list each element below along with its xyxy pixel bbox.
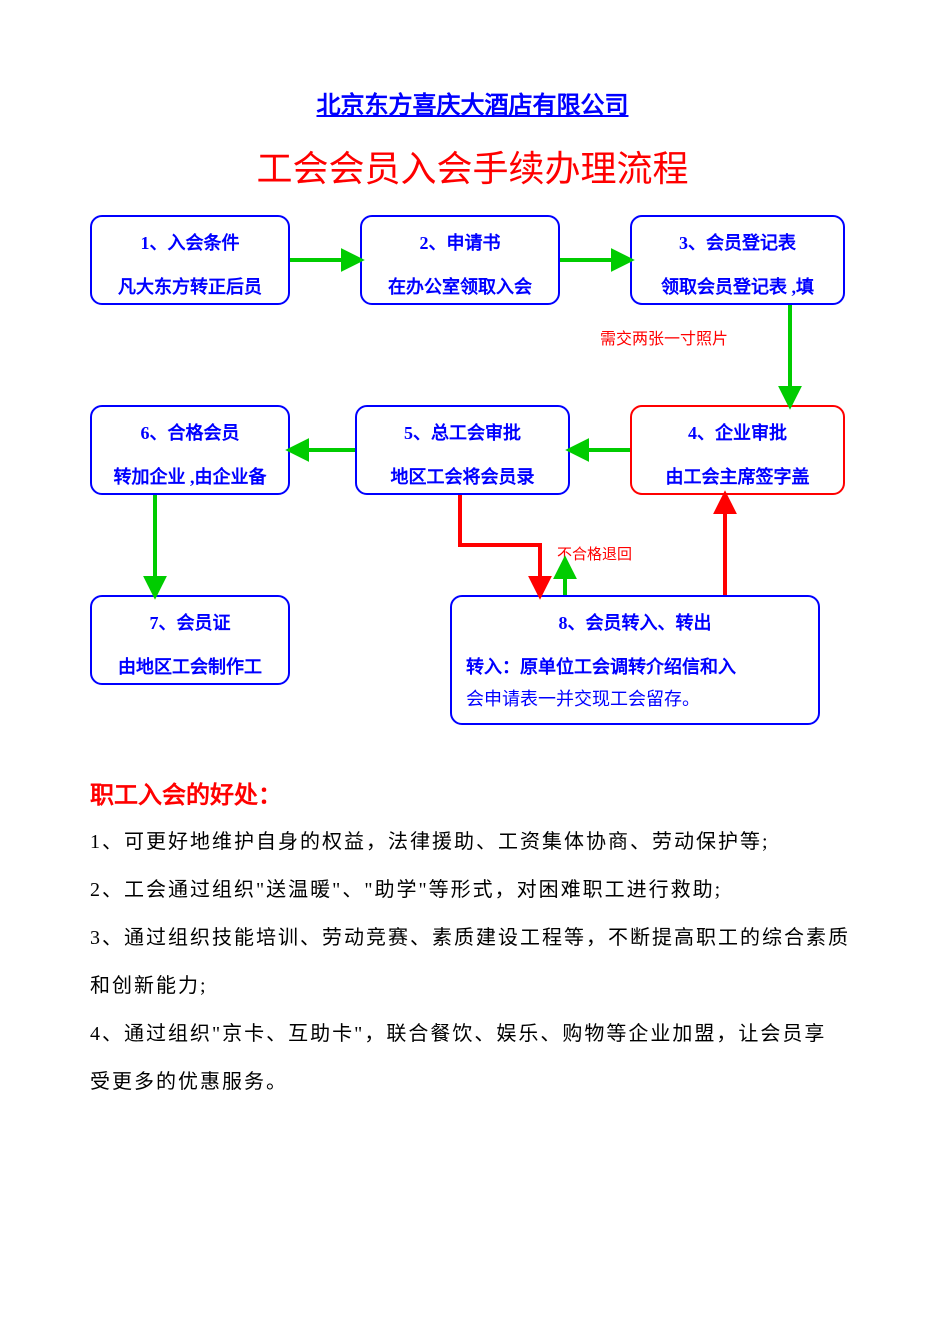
page-container: 北京东方喜庆大酒店有限公司 工会会员入会手续办理流程 1、入会条件凡大东方转正后… (0, 0, 945, 1337)
node-title: 2、申请书 (362, 229, 558, 255)
flow-node-n5: 5、总工会审批地区工会将会员录 (355, 405, 570, 495)
flow-node-n6: 6、合格会员转加企业 ,由企业备 (90, 405, 290, 495)
node-subtitle: 由地区工会制作工 (92, 653, 288, 679)
flow-node-n7: 7、会员证由地区工会制作工 (90, 595, 290, 685)
node-title: 8、会员转入、转出 (452, 609, 818, 635)
flow-edge-6 (460, 495, 540, 595)
benefit-line-3: 和创新能力; (90, 969, 208, 998)
node-title: 3、会员登记表 (632, 229, 843, 255)
node-title: 1、入会条件 (92, 229, 288, 255)
node-title: 4、企业审批 (632, 419, 843, 445)
benefit-line-1: 2、工会通过组织"送温暖"、"助学"等形式，对困难职工进行救助; (90, 873, 722, 902)
benefit-line-4: 4、通过组织"京卡、互助卡"，联合餐饮、娱乐、购物等企业加盟，让会员享 (90, 1017, 826, 1046)
node-subtitle: 凡大东方转正后员 (92, 273, 288, 299)
node-subtitle: 领取会员登记表 ,填 (632, 273, 843, 299)
benefit-line-5: 受更多的优惠服务。 (90, 1065, 288, 1094)
flow-note-1: 不合格退回 (557, 543, 632, 564)
main-title: 工会会员入会手续办理流程 (0, 140, 945, 192)
flow-node-n2: 2、申请书在办公室领取入会 (360, 215, 560, 305)
flow-node-n4: 4、企业审批由工会主席签字盖 (630, 405, 845, 495)
flow-node-n8: 8、会员转入、转出转入：原单位工会调转介绍信和入会申请表一并交现工会留存。 (450, 595, 820, 725)
flow-note-0: 需交两张一寸照片 (600, 325, 728, 349)
node-title: 6、合格会员 (92, 419, 288, 445)
node-title: 7、会员证 (92, 609, 288, 635)
flow-node-n3: 3、会员登记表领取会员登记表 ,填 (630, 215, 845, 305)
benefits-heading: 职工入会的好处： (90, 775, 282, 810)
node-subtitle: 在办公室领取入会 (362, 273, 558, 299)
node-subtitle: 转入：原单位工会调转介绍信和入会申请表一并交现工会留存。 (452, 651, 818, 716)
benefit-line-2: 3、通过组织技能培训、劳动竞赛、素质建设工程等，不断提高职工的综合素质 (90, 921, 850, 950)
flow-node-n1: 1、入会条件凡大东方转正后员 (90, 215, 290, 305)
node-subtitle: 地区工会将会员录 (357, 463, 568, 489)
node-subtitle: 由工会主席签字盖 (632, 463, 843, 489)
node-title: 5、总工会审批 (357, 419, 568, 445)
company-name: 北京东方喜庆大酒店有限公司 (0, 85, 945, 120)
benefit-line-0: 1、可更好地维护自身的权益，法律援助、工资集体协商、劳动保护等; (90, 825, 770, 854)
node-subtitle: 转加企业 ,由企业备 (92, 463, 288, 489)
